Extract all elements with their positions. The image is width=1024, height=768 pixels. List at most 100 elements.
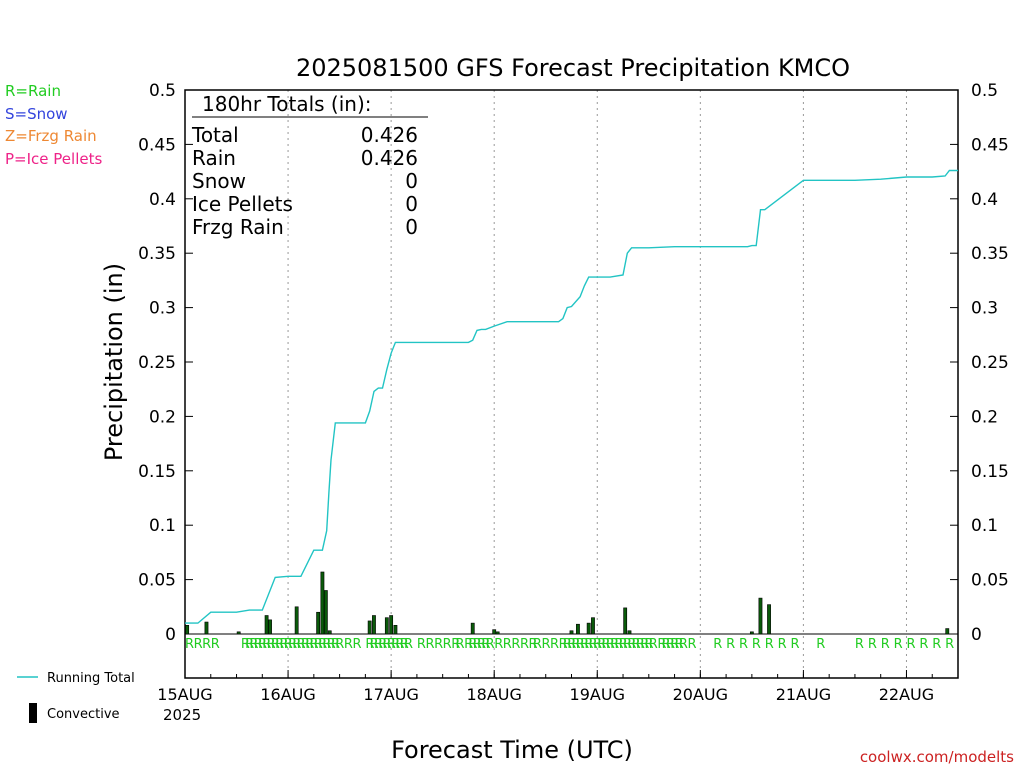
y-tick-label-right: 0.1 (971, 516, 998, 536)
precip-type-mark: R (593, 637, 602, 652)
legend-ice-pellets: P=Ice Pellets (5, 150, 102, 168)
precip-type-mark: R (468, 637, 477, 652)
x-tick-label-21aug: 21AUG (776, 685, 831, 704)
precip-type-mark: R (245, 637, 254, 652)
precip-type-mark: R (559, 637, 568, 652)
precip-type-mark: R (297, 637, 306, 652)
totals-value-ice-pellets: 0 (405, 192, 418, 216)
totals-label-frzg-rain: Frzg Rain (192, 215, 284, 239)
y-tick-label-right: 0.5 (971, 81, 998, 101)
precip-type-mark: R (932, 637, 941, 652)
convective-bar (591, 617, 595, 635)
precip-type-mark: R (284, 637, 293, 652)
precip-type-mark: R (494, 637, 503, 652)
convective-bars (185, 571, 950, 635)
precip-type-mark: R (464, 637, 473, 652)
precip-type-mark: R (387, 637, 396, 652)
x-tick-label-20aug: 20AUG (673, 685, 728, 704)
precip-type-mark: R (314, 637, 323, 652)
precip-type-mark: R (894, 637, 903, 652)
convective-bar (627, 630, 632, 635)
precip-type-mark: R (481, 637, 490, 652)
precip-type-mark: R (310, 637, 319, 652)
convective-legend-label: Convective (47, 707, 120, 722)
precip-type-mark: R (584, 637, 593, 652)
precip-type-mark: R (752, 637, 761, 652)
y-tick-label-left: 0.1 (149, 516, 176, 536)
y-tick-label-left: 0.15 (138, 462, 176, 482)
precip-type-mark: R (305, 637, 314, 652)
convective-bar (389, 615, 394, 635)
series-legend: Running Total Convective (17, 671, 135, 723)
convective-bar (623, 607, 628, 635)
precip-type-mark: R (614, 637, 623, 652)
precip-type-mark: R (632, 637, 641, 652)
precip-type-mark: R (640, 637, 649, 652)
precip-type-mark: R (687, 637, 696, 652)
y-tick-label-right: 0.15 (971, 462, 1009, 482)
precip-type-mark: R (365, 637, 374, 652)
precip-type-mark: R (292, 637, 301, 652)
running-total-legend-label: Running Total (47, 671, 135, 686)
precip-type-mark: R (241, 637, 250, 652)
x-axis: 15AUG 16AUG 17AUG 18AUG 19AUG 20AUG 21AUG 22AUG (157, 670, 959, 704)
x-tick-label-19aug: 19AUG (570, 685, 625, 704)
precip-type-mark: R (395, 637, 404, 652)
legend-frzg-rain: Z=Frzg Rain (5, 127, 97, 145)
precip-type-mark: R (374, 637, 383, 652)
totals-label-rain: Rain (192, 146, 236, 170)
convective-bar (316, 611, 321, 635)
totals-value-frzg-rain: 0 (405, 215, 418, 239)
totals-value-snow: 0 (405, 169, 418, 193)
precip-type-mark: R (378, 637, 387, 652)
grid-lines (287, 90, 907, 678)
precip-type-mark: R (202, 637, 211, 652)
totals-heading: 180hr Totals (in): (202, 92, 372, 116)
precip-type-mark: R (511, 637, 520, 652)
precip-type-mark: R (572, 637, 581, 652)
precip-type-mark: R (258, 637, 267, 652)
precip-type-mark: R (434, 637, 443, 652)
precip-type-mark: R (563, 637, 572, 652)
plot-frame (184, 89, 959, 679)
precip-type-mark: R (778, 637, 787, 652)
convective-bar (320, 571, 325, 635)
precip-type-mark: R (868, 637, 877, 652)
precip-type-mark: R (589, 637, 598, 652)
convective-bar (264, 615, 269, 635)
y-axis-right: 0 0.05 0.1 0.15 0.2 0.25 0.3 0.35 0.4 0.45 0.5 (950, 81, 1009, 645)
precip-type-mark: R (791, 637, 800, 652)
precip-type-mark: R (619, 637, 628, 652)
precip-type-mark: R (254, 637, 263, 652)
precip-type-mark: R (352, 637, 361, 652)
y-tick-label-left: 0.25 (138, 353, 176, 373)
legend-snow: S=Snow (5, 105, 68, 123)
precip-type-mark: R (627, 637, 636, 652)
precip-type-mark: R (477, 637, 486, 652)
precip-type-mark: R (383, 637, 392, 652)
precip-type-mark: R (267, 637, 276, 652)
totals-value-rain: 0.426 (361, 146, 418, 170)
convective-bar (384, 617, 389, 635)
precip-type-mark: R (726, 637, 735, 652)
y-tick-label-right: 0.05 (971, 571, 1009, 591)
y-tick-label-left: 0.3 (149, 299, 176, 319)
precip-type-mark: R (739, 637, 748, 652)
precip-type-mark: R (670, 637, 679, 652)
precip-type-mark: R (335, 637, 344, 652)
precip-type-mark: R (370, 637, 379, 652)
convective-bar (204, 621, 209, 635)
y-tick-label-left: 0.4 (149, 190, 176, 210)
precip-type-mark: R (602, 637, 611, 652)
totals-box: 180hr Totals (in): Total 0.426 Rain 0.42… (191, 92, 428, 239)
convective-bar (236, 631, 241, 635)
precip-type-mark: R (279, 637, 288, 652)
y-tick-label-right: 0.45 (971, 135, 1009, 155)
x-tick-label-18aug: 18AUG (466, 685, 521, 704)
precip-type-mark: R (185, 637, 194, 652)
precip-type-mark: R (271, 637, 280, 652)
precip-type-mark: R (765, 637, 774, 652)
precip-type-mark: R (945, 637, 954, 652)
convective-legend-swatch (29, 703, 37, 723)
